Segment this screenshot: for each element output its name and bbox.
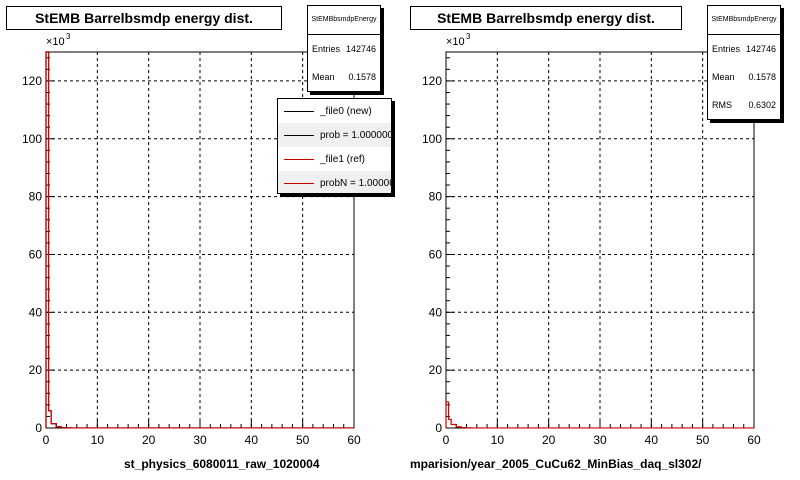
y-tick-label: 80: [29, 190, 43, 204]
legend-line-black: [284, 134, 314, 136]
legend-entry: prob = 1.000000: [278, 123, 391, 147]
x-tick-label: 30: [193, 433, 207, 447]
right-stats-value: 0.1578: [748, 72, 776, 82]
x-tick-label: 50: [296, 433, 310, 447]
legend-line-red: [284, 182, 314, 184]
y-tick-label: 40: [429, 305, 443, 319]
left-stats-label: Mean: [312, 72, 335, 82]
right-plot: 0 10 20 30 40 50 60 0 20 40 60 80 100 120 ×10 3: [422, 32, 761, 447]
right-stats-label: RMS: [712, 100, 732, 110]
left-stats-row: Entries 142746: [308, 35, 380, 63]
y-multiplier-label: ×10: [46, 36, 65, 48]
y-tick-label: 0: [35, 421, 42, 435]
right-file-label: mparision/year_2005_CuCu62_MinBias_daq_s…: [410, 457, 702, 471]
right-stats-row: RMS 0.6302: [708, 91, 780, 119]
x-tick-label: 0: [443, 433, 450, 447]
y-multiplier-exponent: 3: [466, 32, 471, 41]
right-stats-label: Entries: [712, 44, 741, 54]
right-title: StEMB Barrelbsmdp energy dist.: [437, 10, 655, 26]
left-stats-title: StEMBbsmdpEnergy: [308, 6, 380, 35]
left-stats-label: Entries: [312, 44, 341, 54]
right-stats-value: 142746: [745, 44, 776, 54]
left-title: StEMB Barrelbsmdp energy dist.: [35, 10, 253, 26]
x-tick-label: 60: [747, 433, 761, 447]
y-multiplier-exponent: 3: [66, 32, 71, 41]
left-stats-box: StEMBbsmdpEnergy Entries 142746 Mean 0.1…: [307, 5, 381, 92]
x-tick-label: 30: [593, 433, 607, 447]
x-tick-label: 10: [491, 433, 505, 447]
x-tick-label: 50: [696, 433, 710, 447]
series-line-1: [45, 51, 355, 429]
y-tick-label: 20: [29, 363, 43, 377]
left-title-box: StEMB Barrelbsmdp energy dist.: [6, 6, 282, 30]
series-line-0: [445, 401, 755, 429]
legend-label: probN = 1.000000: [320, 177, 391, 189]
y-multiplier-label: ×10: [446, 36, 465, 48]
y-tick-label: 20: [429, 363, 443, 377]
right-stats-row: Entries 142746: [708, 35, 780, 63]
x-tick-label: 20: [542, 433, 556, 447]
legend-label: _file1 (ref): [320, 153, 366, 165]
left-stats-value: 142746: [345, 44, 376, 54]
y-tick-label: 120: [22, 74, 42, 88]
x-tick-label: 10: [91, 433, 105, 447]
legend-label: prob = 1.000000: [320, 129, 392, 141]
legend-entry: _file0 (new): [278, 99, 391, 123]
legend-line-red: [284, 158, 314, 160]
right-stats-box: StEMBbsmdpEnergy Entries 142746 Mean 0.1…: [707, 5, 781, 120]
x-tick-label: 60: [347, 433, 361, 447]
y-tick-label: 0: [435, 421, 442, 435]
y-tick-label: 60: [429, 247, 443, 261]
y-tick-label: 80: [429, 190, 443, 204]
right-stats-value: 0.6302: [748, 100, 776, 110]
x-tick-label: 40: [645, 433, 659, 447]
legend-line-black: [284, 110, 314, 112]
y-tick-label: 60: [29, 247, 43, 261]
right-title-box: StEMB Barrelbsmdp energy dist.: [410, 6, 682, 30]
legend-entry: probN = 1.000000: [278, 171, 391, 193]
legend-box: _file0 (new) prob = 1.000000 _file1 (ref…: [277, 98, 392, 194]
legend-entry: _file1 (ref): [278, 147, 391, 171]
y-tick-label: 100: [22, 132, 42, 146]
left-file-label: st_physics_6080011_raw_1020004: [124, 457, 320, 471]
y-tick-label: 120: [422, 74, 442, 88]
right-stats-row: Mean 0.1578: [708, 63, 780, 91]
x-tick-label: 40: [245, 433, 259, 447]
left-stats-row: Mean 0.1578: [308, 63, 380, 91]
right-stats-title: StEMBbsmdpEnergy: [708, 6, 780, 35]
left-stats-value: 0.1578: [348, 72, 376, 82]
right-stats-label: Mean: [712, 72, 735, 82]
x-tick-label: 20: [142, 433, 156, 447]
y-tick-label: 40: [29, 305, 43, 319]
x-tick-label: 0: [43, 433, 50, 447]
y-tick-label: 100: [422, 132, 442, 146]
legend-label: _file0 (new): [320, 105, 372, 117]
